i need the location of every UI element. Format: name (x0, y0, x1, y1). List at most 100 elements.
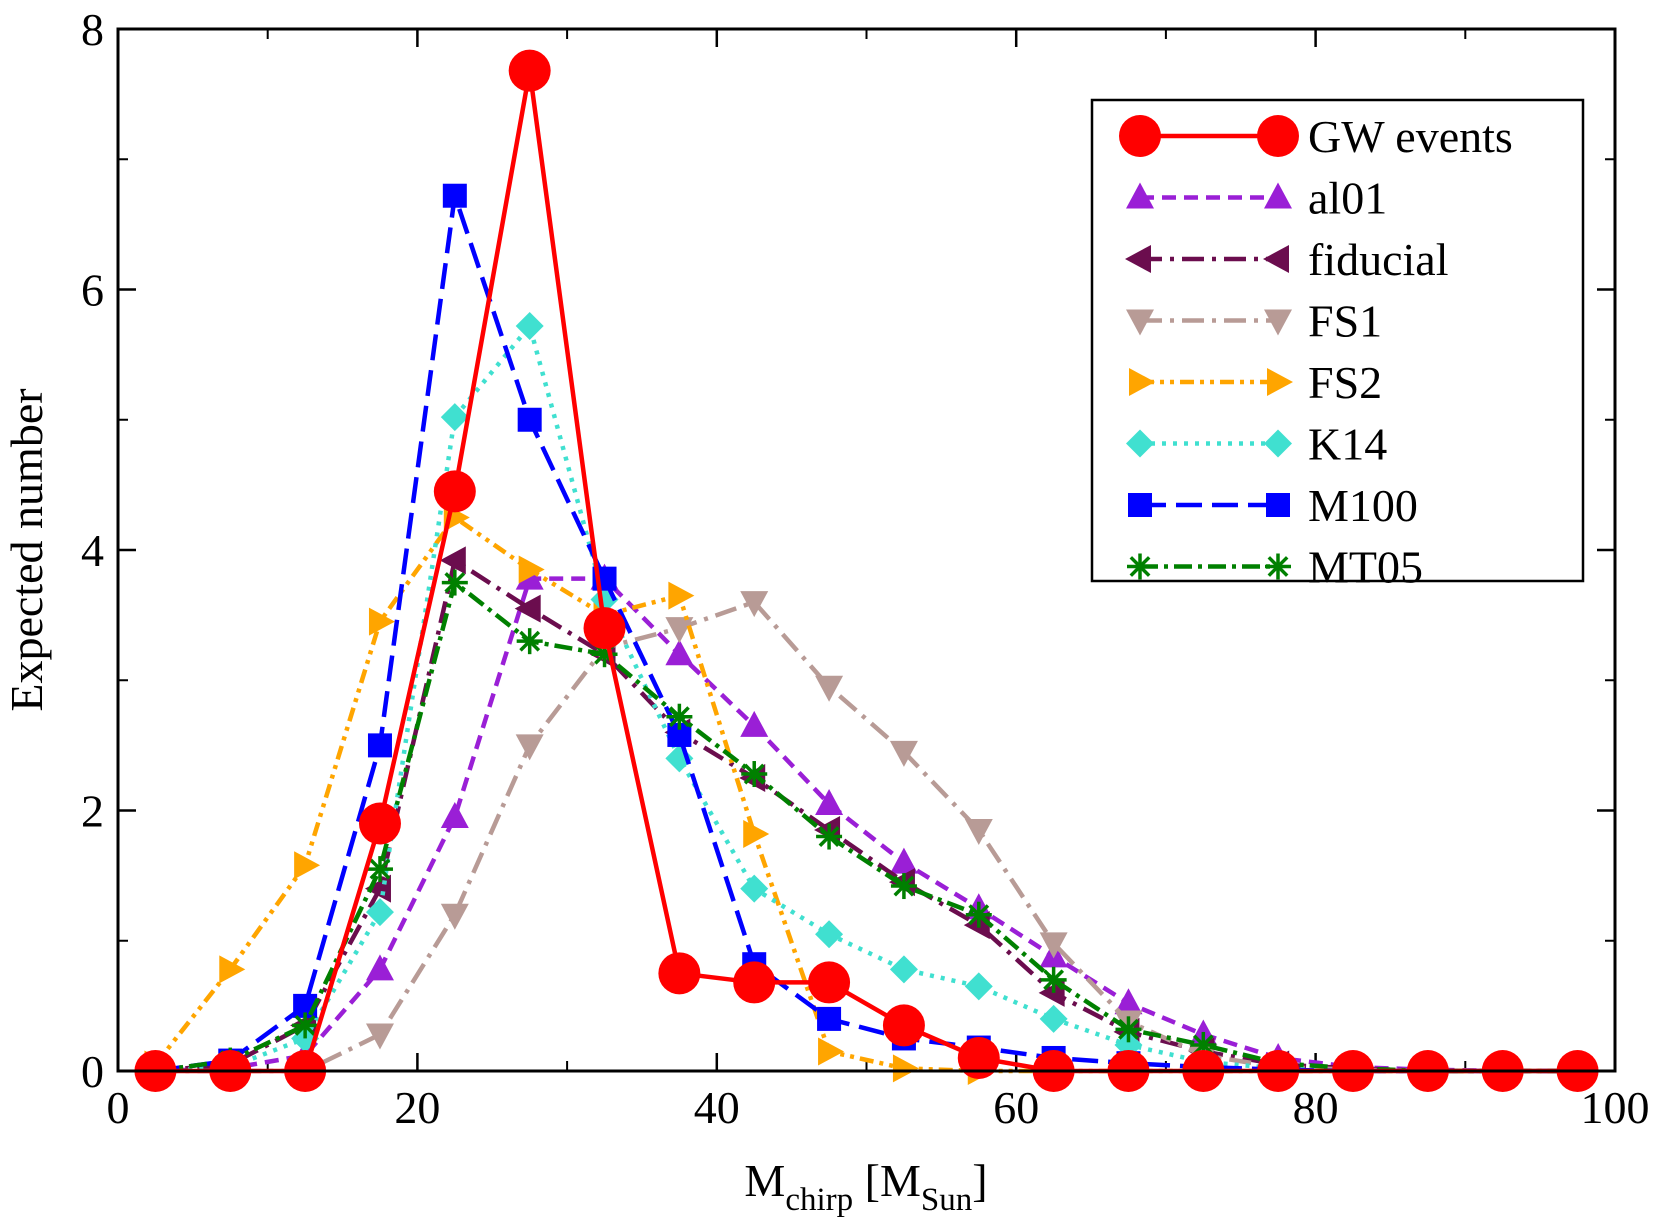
x-axis-label-sub-sun: Sun (921, 1182, 972, 1218)
data-point (740, 874, 769, 903)
legend-label: FS2 (1308, 357, 1382, 408)
data-point (292, 1012, 319, 1039)
data-point (517, 407, 542, 432)
legend-label: K14 (1308, 419, 1387, 470)
legend-marker (1266, 493, 1290, 517)
data-point (957, 1036, 1000, 1079)
data-point (1039, 932, 1068, 959)
data-point (439, 546, 466, 575)
y-tick-label: 6 (81, 265, 104, 316)
data-point (816, 823, 843, 850)
x-tick-label: 0 (107, 1082, 130, 1133)
x-axis-label-sub-chirp: chirp (785, 1182, 853, 1218)
data-point (889, 740, 918, 767)
data-point (808, 961, 851, 1004)
data-point (668, 581, 695, 610)
data-point (964, 972, 993, 1001)
plot-frame (116, 27, 1617, 1073)
data-point (740, 591, 769, 618)
x-axis-label-main: M (744, 1155, 785, 1206)
data-point (516, 628, 543, 655)
tick-labels: 0 20 40 60 80 100 0 2 4 6 8 (81, 4, 1650, 1133)
legend-marker (1264, 309, 1292, 336)
data-point (440, 903, 469, 930)
data-point (882, 1004, 925, 1047)
data-point (1039, 1004, 1068, 1033)
legend-label: fiducial (1308, 234, 1449, 285)
legend-label: MT05 (1308, 542, 1423, 593)
data-point (817, 1006, 842, 1031)
legend-item: FS1 (1126, 296, 1382, 347)
legend-marker (1265, 553, 1291, 580)
x-tick-label: 60 (993, 1082, 1039, 1133)
data-point (515, 734, 544, 761)
data-point (440, 802, 469, 829)
data-point (368, 607, 395, 636)
data-point (583, 607, 626, 650)
data-point (890, 873, 917, 900)
data-point (740, 710, 769, 737)
data-point (508, 49, 551, 92)
data-point (741, 761, 768, 788)
x-axis-label-end: ] (972, 1155, 987, 1206)
data-point (665, 639, 694, 666)
data-point (441, 569, 468, 596)
data-point (365, 954, 394, 981)
legend-marker (1128, 493, 1152, 517)
legend-marker (1119, 115, 1161, 157)
data-point (442, 183, 467, 208)
data-point (514, 594, 541, 623)
data-point (440, 403, 469, 432)
data-point (965, 901, 992, 928)
legend-label: FS1 (1308, 296, 1382, 347)
data-point (964, 819, 993, 846)
data-point (219, 955, 246, 984)
x-tick-label: 40 (694, 1082, 740, 1133)
x-tick-label: 80 (1293, 1082, 1339, 1133)
legend-box (1090, 98, 1585, 583)
legend-marker (1264, 182, 1292, 209)
data-point (366, 856, 393, 883)
data-point (815, 788, 844, 815)
data-point (743, 819, 770, 848)
legend-marker (1125, 245, 1151, 273)
legend-marker (1127, 553, 1153, 580)
y-tick-label: 8 (81, 4, 104, 55)
data-point (889, 955, 918, 984)
legend: GW events al01 fiducial FS1 FS2 K14 M100 MT05 (1090, 98, 1585, 593)
data-point (365, 1023, 394, 1050)
x-tick-label: 100 (1581, 1082, 1650, 1133)
legend-marker (1257, 115, 1299, 157)
data-point (818, 1037, 845, 1066)
data-point (433, 470, 476, 513)
data-point (515, 311, 544, 340)
legend-marker (1263, 245, 1289, 273)
data-point (658, 952, 701, 995)
x-tick-label: 20 (394, 1082, 440, 1133)
y-tick-label: 4 (81, 525, 104, 576)
data-point (892, 1054, 919, 1083)
data-point (365, 898, 394, 927)
legend-item: FS2 (1129, 357, 1382, 408)
legend-item: MT05 (1127, 542, 1423, 593)
data-point (518, 555, 545, 584)
data-point (1115, 1016, 1142, 1043)
legend-item: fiducial (1125, 234, 1449, 285)
data-point (1040, 966, 1067, 993)
x-axis-label-mid: [M (853, 1155, 921, 1206)
x-axis-label: Mchirp [MSun] (744, 1155, 987, 1218)
data-point (294, 851, 321, 880)
legend-label: M100 (1308, 480, 1418, 531)
data-point (666, 703, 693, 730)
data-point (815, 675, 844, 702)
legend-marker (1126, 429, 1154, 458)
series-line (155, 599, 1578, 1074)
data-point (665, 617, 694, 644)
legend-marker (1126, 182, 1154, 209)
y-axis-label: Expected number (1, 388, 52, 711)
legend-marker (1126, 309, 1154, 336)
data-point (358, 802, 401, 845)
data-point (1114, 988, 1143, 1015)
y-tick-label: 2 (81, 786, 104, 837)
